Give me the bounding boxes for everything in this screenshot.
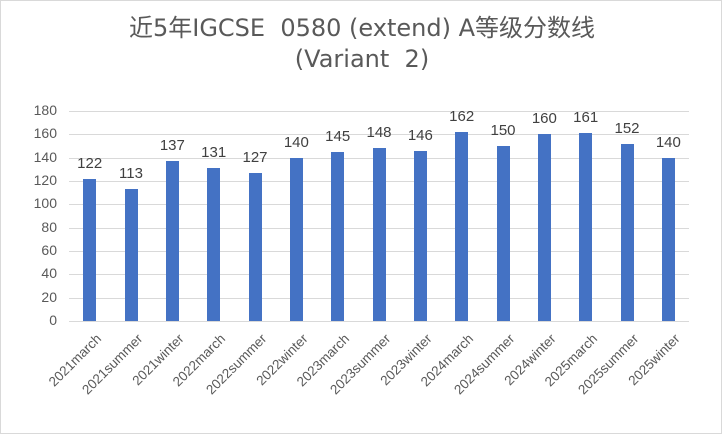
- bar-2023march: [331, 151, 345, 321]
- data-label: 127: [242, 148, 268, 166]
- bar-2021summer: [124, 189, 138, 321]
- data-label: 137: [159, 137, 185, 155]
- y-tick-label: 40: [41, 265, 57, 282]
- data-label: 146: [407, 126, 433, 144]
- bar-2023winter: [413, 150, 427, 321]
- data-label: 140: [655, 133, 681, 151]
- gridline: [69, 111, 689, 112]
- bar-2024march: [455, 132, 469, 321]
- chart-title-line2: (Variant 2): [294, 45, 430, 73]
- data-label: 122: [77, 154, 103, 172]
- y-tick-label: 20: [41, 288, 57, 305]
- data-label: 145: [325, 127, 351, 145]
- bar-2022march: [207, 168, 221, 321]
- y-tick-label: 80: [41, 218, 57, 235]
- bar-2023summer: [372, 148, 386, 321]
- chart-title: 近5年IGCSE 0580 (extend) A等级分数线 (Variant 2…: [1, 13, 722, 75]
- y-tick-label: 0: [49, 312, 57, 328]
- data-label: 160: [531, 110, 557, 128]
- bar-2024summer: [496, 146, 510, 321]
- chart-title-line1: 近5年IGCSE 0580 (extend) A等级分数线: [128, 14, 595, 42]
- data-label: 152: [614, 119, 640, 137]
- gridline: [69, 321, 689, 322]
- data-label: 140: [283, 133, 309, 151]
- data-label: 161: [573, 109, 599, 127]
- data-label: 150: [490, 122, 516, 139]
- bar-2025march: [579, 133, 593, 321]
- bar-2022winter: [289, 157, 303, 321]
- y-tick-label: 120: [33, 172, 57, 188]
- y-tick-label: 100: [33, 195, 57, 212]
- data-label: 162: [449, 108, 475, 125]
- bar-2022summer: [248, 172, 262, 321]
- y-tick-label: 140: [33, 148, 57, 165]
- bar-2021winter: [165, 161, 179, 321]
- y-tick-label: 60: [41, 242, 57, 258]
- bar-2025summer: [620, 143, 634, 321]
- bar-2025winter: [661, 157, 675, 321]
- data-label: 148: [366, 124, 392, 142]
- gridline: [69, 134, 689, 136]
- data-label: 113: [119, 165, 143, 183]
- bar-2024winter: [537, 134, 551, 321]
- y-tick-label: 180: [33, 102, 57, 118]
- data-label: 131: [201, 144, 227, 162]
- y-tick-label: 160: [33, 125, 57, 142]
- bar-2021march: [83, 178, 97, 321]
